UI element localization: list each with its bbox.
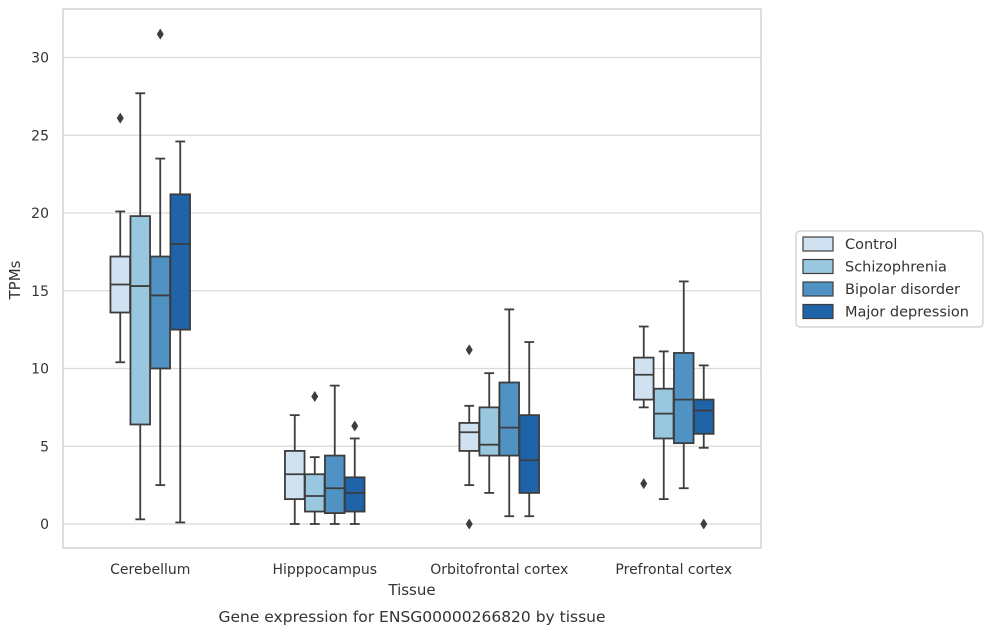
box-group bbox=[324, 384, 346, 525]
legend-swatch bbox=[802, 303, 834, 320]
legend-frame bbox=[795, 230, 984, 328]
box-group bbox=[304, 390, 326, 525]
x-tick-label: Cerebellum bbox=[110, 562, 190, 578]
outlier-point bbox=[700, 518, 708, 530]
box-group bbox=[478, 372, 500, 494]
outlier-point bbox=[116, 112, 124, 124]
legend-item: Control bbox=[802, 236, 897, 253]
legend-swatch bbox=[802, 281, 834, 297]
box-iqr bbox=[149, 255, 171, 370]
outlier-point bbox=[465, 518, 473, 530]
box-group bbox=[673, 280, 695, 490]
box-group bbox=[518, 341, 540, 518]
y-axis-label: TPMs bbox=[6, 260, 24, 300]
chart-caption: Gene expression for ENSG00000266820 by t… bbox=[218, 608, 605, 626]
box-group bbox=[344, 420, 366, 525]
box-group bbox=[129, 92, 151, 521]
plot-frame bbox=[62, 8, 762, 549]
outlier-point bbox=[351, 420, 359, 432]
box-group bbox=[653, 350, 675, 501]
box-group bbox=[149, 28, 171, 487]
legend-label: Bipolar disorder bbox=[845, 282, 960, 298]
y-tick-label: 5 bbox=[40, 439, 49, 455]
legend-label: Major depression bbox=[845, 305, 969, 321]
legend-swatch bbox=[802, 258, 834, 275]
legend-swatch bbox=[802, 236, 834, 252]
box-iqr bbox=[478, 406, 500, 457]
x-tick-label: Hipppocampus bbox=[272, 562, 377, 578]
x-tick-label: Orbitofrontal cortex bbox=[430, 562, 568, 578]
box-iqr bbox=[693, 398, 715, 435]
box-group bbox=[109, 112, 131, 364]
box-iqr bbox=[324, 454, 346, 515]
y-tick-label: 15 bbox=[31, 284, 49, 300]
outlier-point bbox=[156, 28, 164, 40]
outlier-point bbox=[311, 390, 319, 402]
box-iqr bbox=[129, 215, 151, 426]
box-iqr bbox=[673, 352, 695, 445]
outlier-point bbox=[640, 478, 648, 490]
y-tick-label: 20 bbox=[31, 206, 49, 222]
legend-item: Schizophrenia bbox=[802, 258, 947, 276]
box-iqr bbox=[169, 193, 191, 331]
legend-item: Major depression bbox=[802, 303, 969, 321]
box-iqr bbox=[304, 473, 326, 513]
legend-label: Schizophrenia bbox=[845, 260, 947, 276]
box-iqr bbox=[458, 422, 480, 452]
legend-label: Control bbox=[845, 237, 897, 253]
y-tick-label: 30 bbox=[31, 51, 49, 67]
y-tick-label: 0 bbox=[40, 517, 49, 533]
box-iqr bbox=[498, 381, 520, 457]
box-group bbox=[693, 364, 715, 530]
box-group bbox=[498, 308, 520, 518]
box-group bbox=[458, 344, 480, 530]
legend: Control Schizophrenia Bipolar disorder Majo… bbox=[795, 230, 984, 328]
y-axis-ticks: 0 5 10 15 20 25 30 bbox=[31, 51, 49, 534]
x-axis-ticks: Cerebellum Hipppocampus Orbitofrontal cort… bbox=[110, 562, 732, 578]
y-tick-label: 25 bbox=[31, 128, 49, 144]
y-tick-label: 10 bbox=[31, 362, 49, 378]
box-iqr bbox=[518, 414, 540, 494]
box-group bbox=[284, 414, 306, 525]
box-group bbox=[633, 325, 655, 490]
legend-item: Bipolar disorder bbox=[802, 281, 960, 298]
x-tick-label: Prefrontal cortex bbox=[615, 562, 732, 578]
box-iqr bbox=[633, 356, 655, 401]
box-iqr bbox=[344, 476, 366, 513]
box-layer bbox=[109, 28, 715, 530]
box-group bbox=[169, 140, 191, 524]
x-axis-label: Tissue bbox=[387, 581, 435, 599]
outlier-point bbox=[465, 344, 473, 356]
